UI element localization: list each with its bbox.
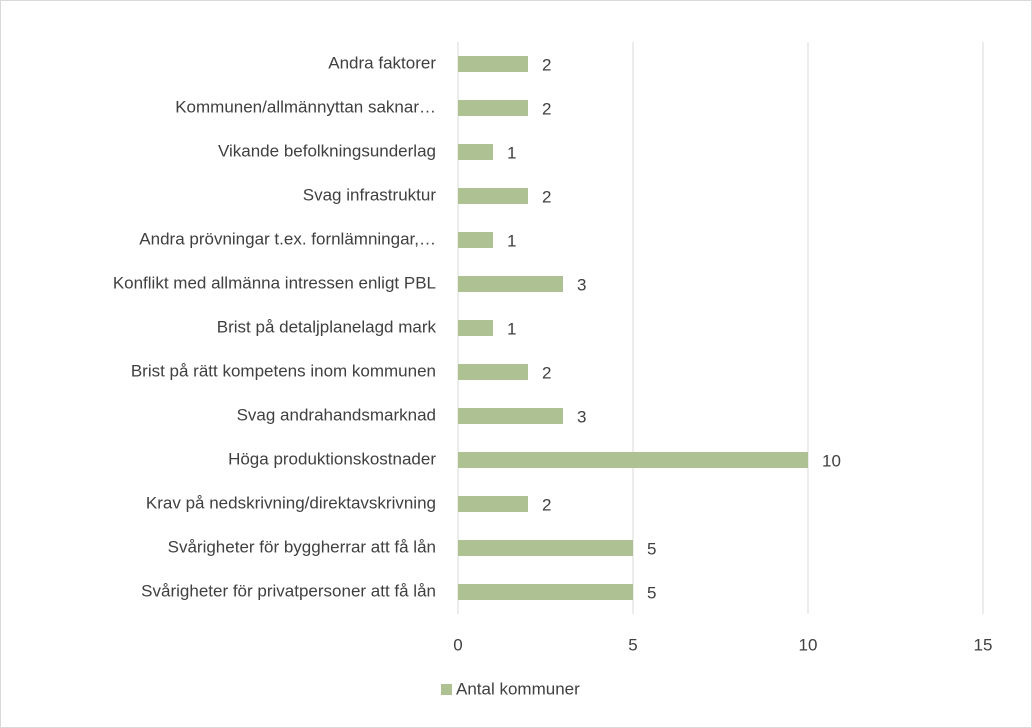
y-tick-label: Andra prövningar t.ex. fornlämningar,… xyxy=(139,229,436,248)
value-label: 5 xyxy=(647,583,656,602)
value-label: 3 xyxy=(577,407,586,426)
bar xyxy=(458,320,493,336)
y-tick-label: Svag infrastruktur xyxy=(303,185,437,204)
value-label: 2 xyxy=(542,187,551,206)
value-label: 2 xyxy=(542,99,551,118)
y-tick-label: Kommunen/allmännyttan saknar… xyxy=(175,97,436,116)
y-tick-label: Svårigheter för byggherrar att få lån xyxy=(168,537,436,556)
bar xyxy=(458,584,633,600)
value-label: 10 xyxy=(822,451,841,470)
x-tick-label: 15 xyxy=(974,635,993,654)
y-tick-label: Brist på rätt kompetens inom kommunen xyxy=(131,361,436,380)
y-tick-label: Höga produktionskostnader xyxy=(228,449,436,468)
legend-label: Antal kommuner xyxy=(456,679,580,698)
value-label: 1 xyxy=(507,319,516,338)
y-tick-label: Andra faktorer xyxy=(328,53,436,72)
x-tick-label: 10 xyxy=(799,635,818,654)
y-tick-label: Svårigheter för privatpersoner att få lå… xyxy=(141,581,436,600)
y-tick-label: Konflikt med allmänna intressen enligt P… xyxy=(113,273,436,292)
value-label: 3 xyxy=(577,275,586,294)
y-tick-label: Brist på detaljplanelagd mark xyxy=(217,317,437,336)
legend-swatch xyxy=(441,684,452,695)
bar xyxy=(458,496,528,512)
value-label: 1 xyxy=(507,231,516,250)
y-tick-label: Svag andrahandsmarknad xyxy=(237,405,436,424)
bar xyxy=(458,144,493,160)
value-label: 2 xyxy=(542,55,551,74)
value-label: 2 xyxy=(542,363,551,382)
bar xyxy=(458,452,808,468)
bar xyxy=(458,232,493,248)
bar xyxy=(458,276,563,292)
bar xyxy=(458,188,528,204)
bar xyxy=(458,408,563,424)
bar xyxy=(458,56,528,72)
value-label: 1 xyxy=(507,143,516,162)
y-tick-label: Vikande befolkningsunderlag xyxy=(218,141,436,160)
x-tick-label: 5 xyxy=(628,635,637,654)
bar xyxy=(458,364,528,380)
value-label: 2 xyxy=(542,495,551,514)
x-tick-label: 0 xyxy=(453,635,462,654)
y-tick-label: Krav på nedskrivning/direktavskrivning xyxy=(146,493,436,512)
bar xyxy=(458,100,528,116)
value-label: 5 xyxy=(647,539,656,558)
bar xyxy=(458,540,633,556)
